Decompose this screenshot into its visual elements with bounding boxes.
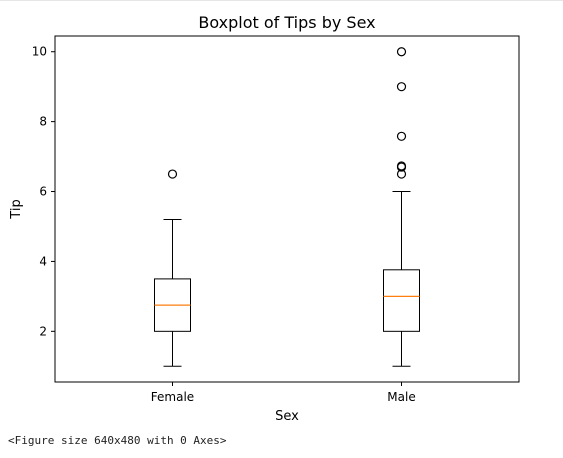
outlier-point [396, 82, 407, 92]
box-iqr [383, 269, 420, 332]
y-tick-label: 2 [39, 324, 47, 338]
outlier-point [396, 131, 407, 141]
y-axis-label: Tip [9, 199, 24, 219]
outlier-point [396, 47, 407, 57]
outlier-point [396, 161, 407, 171]
plot-frame [54, 35, 520, 383]
cell-divider [0, 0, 563, 1]
outlier-point [167, 169, 178, 179]
y-tick-label: 10 [32, 45, 47, 59]
chart-title: Boxplot of Tips by Sex [198, 13, 375, 32]
x-tick-label: Female [151, 390, 194, 404]
x-tick-label: Male [387, 390, 415, 404]
y-tick-label: 4 [39, 254, 47, 268]
x-axis-label: Sex [275, 409, 299, 424]
y-tick-label: 8 [39, 115, 47, 129]
figure-output-text: <Figure size 640x480 with 0 Axes> [8, 434, 227, 447]
y-tick-label: 6 [39, 185, 47, 199]
